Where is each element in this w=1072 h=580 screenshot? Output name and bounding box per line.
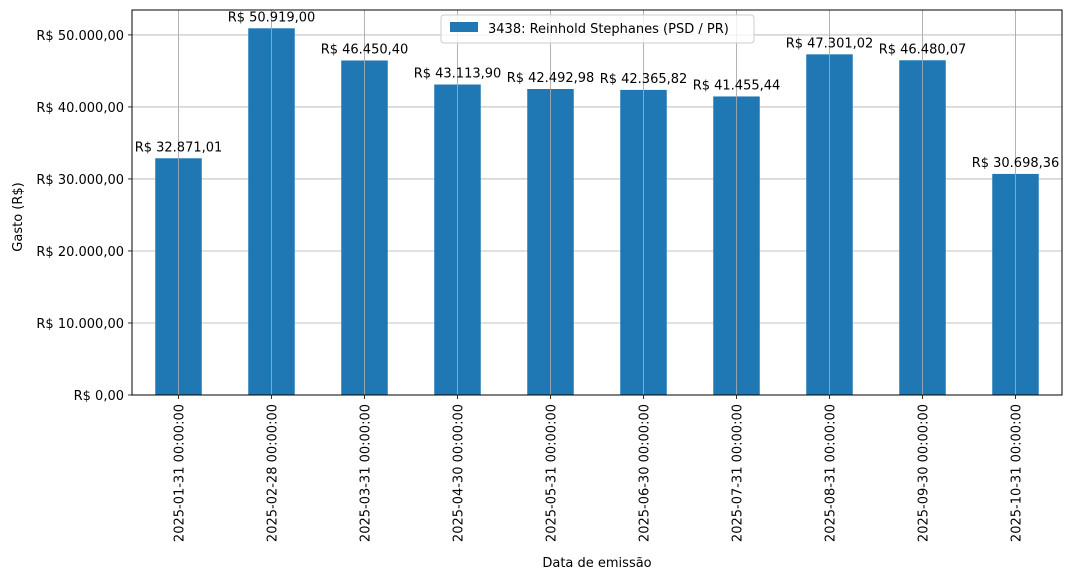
legend-swatch (450, 22, 478, 32)
axes (131, 9, 1063, 396)
plot-frame (131, 9, 1063, 396)
y-tick-label: R$ 50.000,00 (36, 29, 124, 44)
y-axis-label: Gasto (R$) (11, 182, 26, 251)
x-tick-label: 2025-05-31 00:00:00 (545, 404, 560, 542)
legend-frame (440, 14, 755, 44)
x-tick-label: 2025-02-28 00:00:00 (266, 404, 281, 542)
x-axis-ticks: 2025-01-31 00:00:00 2025-02-28 00:00:00 20… (173, 395, 1025, 542)
y-tick-label: R$ 40.000,00 (36, 101, 124, 116)
y-tick-label: R$ 10.000,00 (36, 317, 124, 332)
data-labels: R$ 32.871,01 R$ 50.919,00 R$ 46.450,40 R$ 4… (135, 10, 1060, 171)
data-label: R$ 42.365,82 (600, 72, 688, 87)
x-tick-label: 2025-03-31 00:00:00 (359, 404, 374, 542)
data-label: R$ 30.698,36 (972, 156, 1060, 171)
x-tick-label: 2025-10-31 00:00:00 (1010, 404, 1025, 542)
data-label: R$ 46.480,07 (879, 42, 967, 57)
data-label: R$ 46.450,40 (321, 42, 409, 57)
data-label: R$ 42.492,98 (507, 71, 595, 86)
y-tick-label: R$ 30.000,00 (36, 173, 124, 188)
x-tick-label: 2025-08-31 00:00:00 (824, 404, 839, 542)
x-tick-label: 2025-06-30 00:00:00 (638, 404, 653, 542)
bars (155, 10, 1039, 396)
data-label: R$ 47.301,02 (786, 36, 874, 51)
data-label: R$ 43.113,90 (414, 67, 502, 82)
x-axis-label: Data de emissão (542, 556, 651, 571)
data-label: R$ 41.455,44 (693, 78, 781, 93)
y-tick-label: R$ 0,00 (74, 389, 124, 404)
y-tick-label: R$ 20.000,00 (36, 245, 124, 260)
x-tick-label: 2025-04-30 00:00:00 (452, 404, 467, 542)
x-tick-label: 2025-01-31 00:00:00 (173, 404, 188, 542)
x-tick-label: 2025-07-31 00:00:00 (731, 404, 746, 542)
legend-entry-label: 3438: Reinhold Stephanes (PSD / PR) (488, 22, 729, 37)
data-label: R$ 32.871,01 (135, 140, 223, 155)
y-axis-ticks: R$ 0,00 R$ 10.000,00 R$ 20.000,00 R$ 30.000… (36, 29, 132, 404)
data-label: R$ 50.919,00 (228, 10, 316, 25)
legend: 3438: Reinhold Stephanes (PSD / PR) (440, 14, 755, 44)
x-tick-label: 2025-09-30 00:00:00 (917, 404, 932, 542)
